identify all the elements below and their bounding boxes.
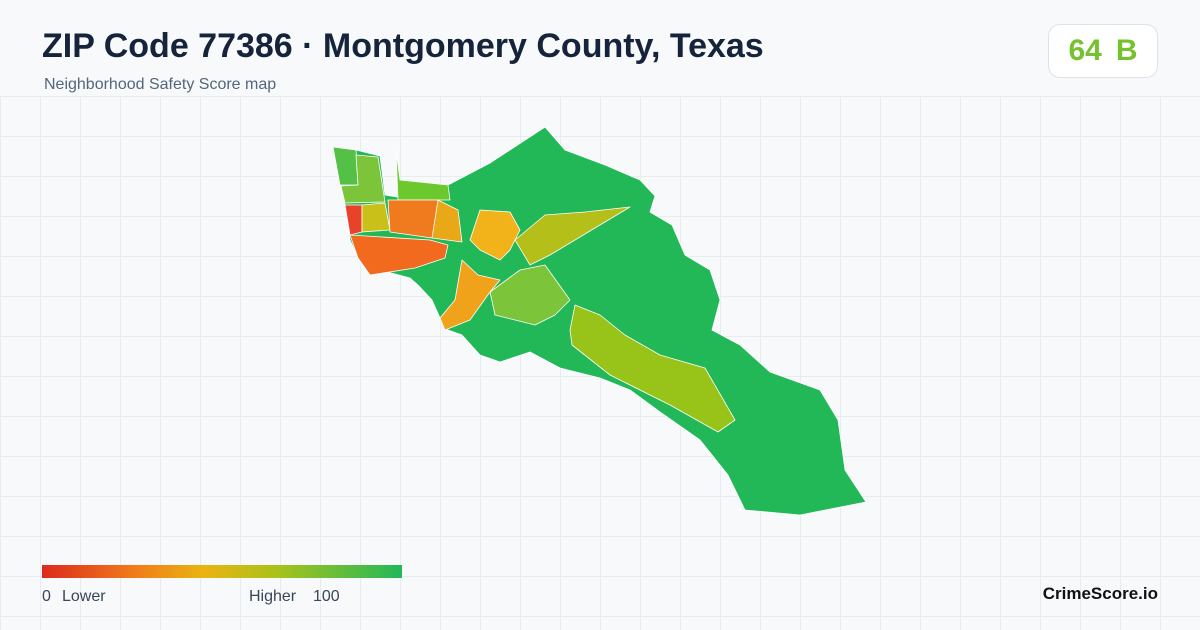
area [344, 204, 363, 236]
area [340, 154, 386, 204]
score-value: 64 [1068, 34, 1102, 67]
legend-max-label: Higher [249, 588, 297, 605]
area [469, 209, 521, 261]
legend-min-label: Lower [62, 588, 106, 605]
legend-bar [42, 565, 402, 578]
legend-min: 0 [42, 588, 51, 605]
area [387, 199, 441, 239]
title: ZIP Code 77386 · Montgomery County, Texa… [42, 27, 764, 65]
area [569, 304, 736, 433]
area [395, 149, 451, 201]
area [489, 264, 571, 326]
area [514, 206, 631, 266]
score-grade: B [1115, 34, 1138, 67]
score-badge: 64 B [1048, 24, 1158, 78]
subtitle: Neighborhood Safety Score map [44, 76, 277, 93]
area [431, 199, 463, 243]
legend-max: 100 [313, 588, 340, 605]
area [361, 202, 391, 233]
area [439, 259, 501, 331]
header: ZIP Code 77386 · Montgomery County, Texa… [0, 0, 1200, 96]
brand: CrimeScore.io [1042, 584, 1158, 603]
area [332, 146, 359, 186]
area [349, 234, 449, 276]
